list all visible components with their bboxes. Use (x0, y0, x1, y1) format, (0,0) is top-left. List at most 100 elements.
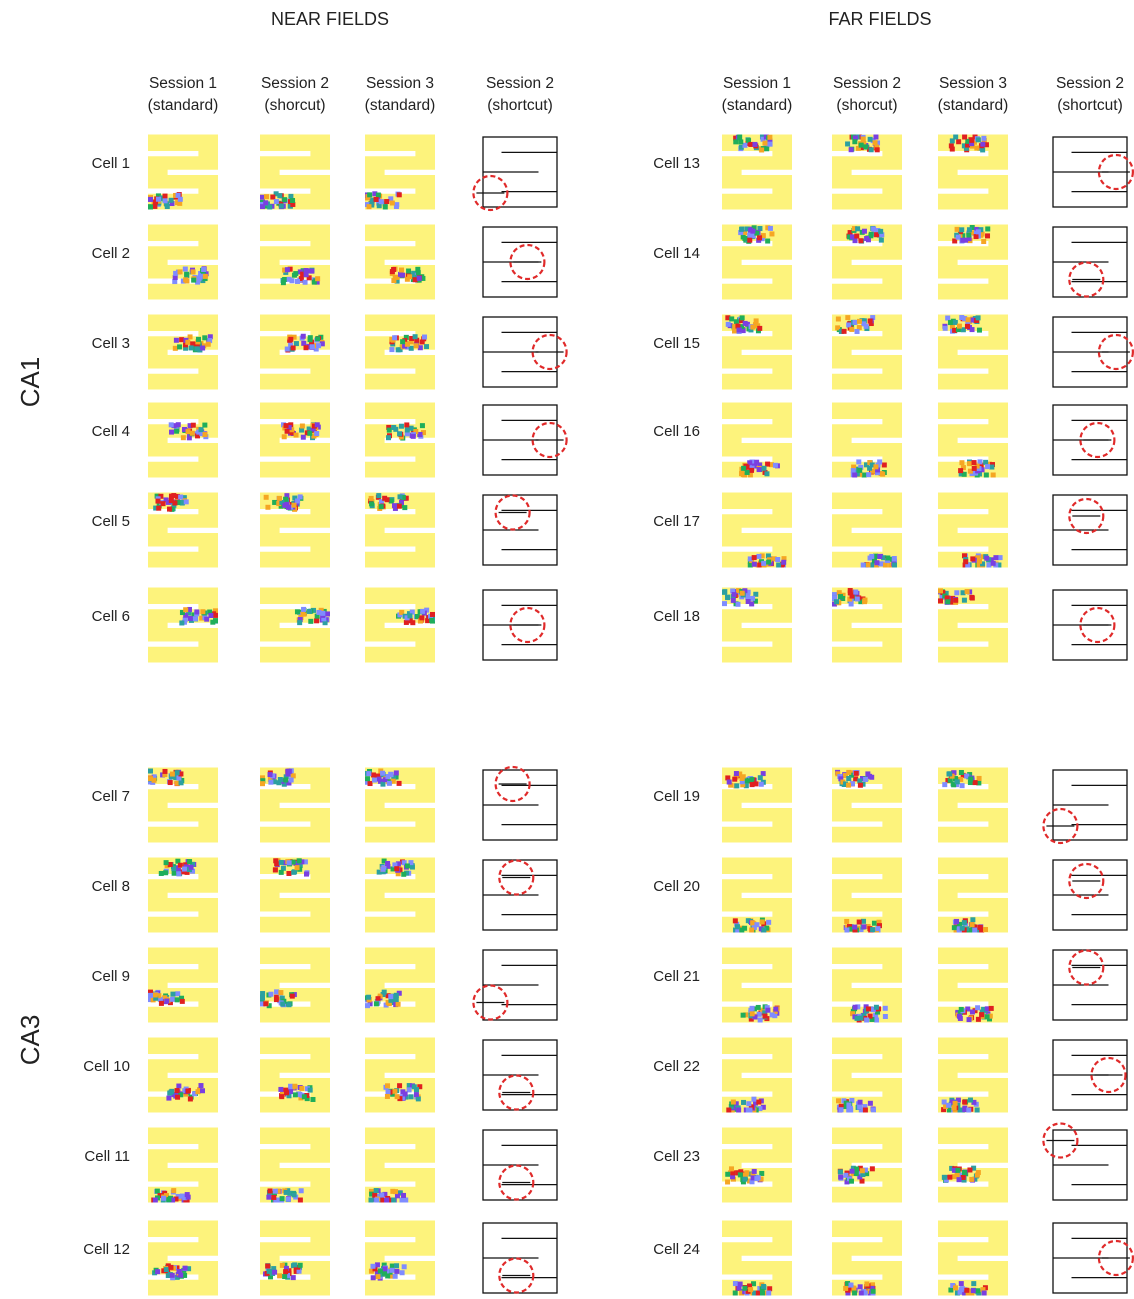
firing-pixel (389, 200, 395, 206)
firing-pixel (842, 773, 848, 779)
firing-pixel (291, 272, 297, 278)
firing-pixel (155, 1269, 161, 1275)
firing-pixel (967, 780, 973, 786)
firing-pixel (843, 1104, 849, 1110)
firing-pixel (383, 1002, 389, 1008)
firing-pixel (391, 278, 397, 284)
firing-pixel (981, 135, 987, 141)
firing-pixel (378, 199, 384, 205)
firing-pixel (970, 556, 976, 562)
firing-pixel (752, 141, 758, 147)
firing-pixel (976, 327, 982, 333)
firing-pixel (286, 860, 292, 866)
firing-pixel (949, 1099, 955, 1105)
firing-pixel (307, 608, 313, 614)
firing-pixel (735, 927, 741, 933)
maze-wall (938, 1091, 989, 1097)
firing-pixel (302, 279, 308, 285)
firing-pixel (311, 433, 317, 439)
firing-pixel (366, 994, 372, 1000)
firing-pixel (836, 1098, 842, 1104)
firing-pixel (962, 562, 968, 568)
firing-pixel (749, 777, 755, 783)
firing-pixel (861, 321, 867, 327)
firing-pixel (302, 859, 308, 865)
firing-pixel (990, 560, 996, 566)
maze-wall (384, 802, 435, 808)
firing-pixel (281, 422, 287, 428)
firing-pixel (152, 1197, 158, 1203)
firing-pixel (959, 315, 965, 321)
firing-pixel (742, 142, 748, 148)
firing-pixel (869, 562, 875, 568)
firing-pixel (755, 323, 761, 329)
firing-pixel (762, 140, 768, 146)
maze-wall (938, 1181, 989, 1187)
firing-pixel (960, 590, 966, 596)
firing-pixel (983, 459, 989, 465)
firing-pixel (378, 504, 384, 510)
session-label: (standard) (722, 97, 793, 114)
firing-pixel (951, 770, 957, 776)
firing-pixel (314, 618, 320, 624)
maze-wall (148, 641, 199, 647)
firing-pixel (941, 1107, 947, 1113)
firing-pixel (278, 503, 284, 509)
firing-pixel (196, 276, 202, 282)
firing-pixel (864, 1017, 870, 1023)
cell-label: Cell 12 (83, 1241, 130, 1258)
firing-pixel (971, 1281, 977, 1287)
firing-pixel (984, 1006, 990, 1012)
firing-pixel (430, 611, 435, 617)
rate-map (832, 224, 902, 300)
firing-pixel (880, 471, 886, 477)
firing-pixel (748, 1104, 754, 1110)
firing-pixel (300, 333, 306, 339)
firing-pixel (767, 134, 773, 140)
firing-pixel (388, 772, 394, 778)
firing-pixel (260, 995, 265, 1001)
firing-pixel (949, 138, 955, 144)
maze-wall (260, 1054, 311, 1060)
firing-pixel (722, 601, 727, 607)
maze-wall (384, 527, 435, 533)
firing-pixel (368, 495, 374, 501)
firing-pixel (772, 1013, 778, 1019)
rate-map (832, 1220, 902, 1296)
maze-wall (832, 604, 883, 610)
maze-wall (167, 622, 218, 628)
firing-pixel (186, 606, 192, 612)
firing-pixel (960, 233, 966, 239)
maze-diagram (482, 316, 568, 388)
firing-pixel (391, 424, 397, 430)
firing-pixel (397, 1190, 403, 1196)
firing-pixel (403, 619, 409, 625)
firing-pixel (395, 861, 401, 867)
maze-wall (938, 641, 989, 647)
firing-pixel (386, 427, 392, 433)
firing-pixel (419, 423, 425, 429)
firing-pixel (385, 1083, 391, 1089)
firing-pixel (385, 773, 391, 779)
maze-wall (832, 151, 883, 157)
firing-pixel (380, 770, 386, 776)
maze-wall (148, 331, 199, 337)
firing-pixel (284, 1090, 290, 1096)
firing-pixel (265, 1263, 271, 1269)
firing-pixel (761, 927, 767, 933)
maze-wall (957, 1072, 1008, 1078)
firing-pixel (742, 1285, 748, 1291)
rate-map (722, 1037, 792, 1113)
firing-pixel (369, 1191, 375, 1197)
firing-pixel (755, 1004, 761, 1010)
firing-pixel (280, 280, 286, 286)
field-circle (494, 494, 531, 531)
field-circle (1079, 606, 1116, 644)
firing-pixel (291, 869, 297, 875)
maze-wall (851, 259, 902, 265)
cell-label: Cell 1 (92, 155, 130, 172)
firing-pixel (366, 997, 372, 1003)
firing-pixel (399, 609, 405, 615)
firing-pixel (185, 339, 191, 345)
firing-pixel (749, 927, 755, 933)
